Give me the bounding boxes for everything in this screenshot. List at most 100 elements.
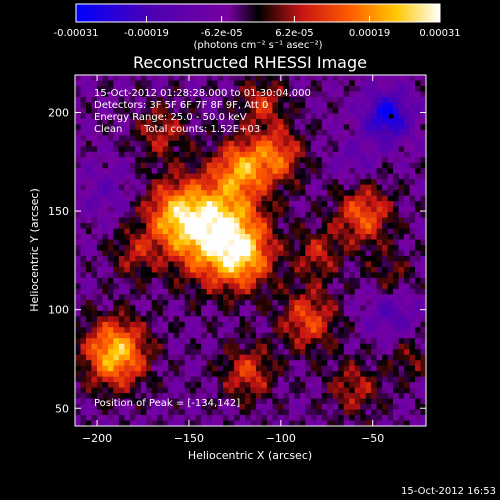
heatmap-cell [371, 349, 378, 356]
heatmap-cell [102, 310, 109, 317]
heatmap-cell [162, 294, 169, 301]
heatmap-cell [250, 420, 257, 427]
heatmap-cell [190, 277, 197, 284]
heatmap-cell [162, 140, 169, 147]
heatmap-cell [113, 343, 120, 350]
heatmap-cell [398, 223, 405, 229]
heatmap-cell [360, 332, 367, 339]
y-tick-label: 50 [55, 402, 69, 415]
heatmap-cell [107, 360, 114, 367]
heatmap-cell [338, 91, 345, 98]
heatmap-cell [113, 135, 120, 142]
heatmap-cell [135, 365, 142, 372]
heatmap-cell [234, 343, 240, 350]
heatmap-cell [250, 354, 257, 361]
heatmap-cell [151, 332, 158, 339]
heatmap-cell [184, 288, 191, 295]
heatmap-cell [371, 228, 378, 235]
heatmap-cell [168, 250, 175, 257]
heatmap-cell [146, 376, 153, 383]
heatmap-cell [250, 80, 257, 87]
heatmap-cell [387, 107, 394, 114]
heatmap-cell [404, 190, 410, 197]
heatmap-cell [349, 321, 356, 328]
heatmap-cell [321, 382, 328, 389]
heatmap-cell [223, 135, 229, 142]
heatmap-cell [299, 294, 306, 301]
heatmap-cell [124, 245, 131, 251]
heatmap-cell [321, 305, 328, 312]
heatmap-cell [288, 261, 295, 268]
heatmap-cell [343, 283, 350, 290]
heatmap-cell [332, 338, 339, 345]
heatmap-cell [371, 151, 378, 158]
heatmap-cell [255, 135, 262, 142]
heatmap-cell [409, 415, 416, 421]
heatmap-cell [173, 393, 180, 399]
heatmap-cell [206, 168, 213, 175]
heatmap-cell [354, 382, 361, 389]
heatmap-cell [179, 288, 186, 295]
heatmap-cell [129, 299, 136, 306]
heatmap-cell [91, 409, 98, 416]
heatmap-cell [338, 140, 345, 147]
heatmap-cell [140, 162, 147, 169]
heatmap-cell [338, 376, 345, 383]
heatmap-cell [266, 382, 273, 389]
heatmap-cell [338, 277, 345, 284]
heatmap-cell [168, 272, 175, 279]
heatmap-cell [409, 393, 416, 399]
heatmap-cell [332, 113, 339, 120]
heatmap-cell [135, 283, 142, 290]
heatmap-cell [360, 382, 367, 389]
heatmap-cell [179, 420, 186, 427]
heatmap-cell [162, 338, 169, 345]
heatmap-cell [75, 376, 81, 383]
heatmap-cell [387, 272, 394, 279]
heatmap-cell [261, 140, 268, 147]
heatmap-cell [349, 173, 356, 180]
heatmap-cell [415, 129, 421, 136]
heatmap-cell [228, 277, 235, 284]
heatmap-cell [382, 113, 389, 120]
heatmap-cell [184, 332, 191, 339]
heatmap-cell [299, 409, 306, 416]
heatmap-cell [266, 135, 273, 142]
heatmap-cell [294, 217, 301, 224]
heatmap-cell [157, 201, 164, 208]
heatmap-cell [272, 102, 279, 109]
heatmap-cell [91, 102, 98, 109]
heatmap-cell [277, 195, 284, 202]
heatmap-cell [195, 96, 202, 103]
heatmap-cell [343, 415, 350, 421]
heatmap-cell [299, 234, 306, 240]
heatmap-cell [305, 387, 312, 394]
heatmap-cell [255, 255, 262, 262]
heatmap-cell [173, 245, 180, 251]
heatmap-cell [91, 195, 98, 202]
heatmap-cell [415, 113, 421, 120]
heatmap-cell [245, 239, 251, 246]
heatmap-cell [239, 217, 246, 224]
heatmap-cell [277, 393, 284, 399]
heatmap-cell [255, 173, 262, 180]
heatmap-cell [217, 272, 224, 279]
heatmap-cell [321, 299, 328, 306]
heatmap-cell [360, 239, 367, 246]
heatmap-cell [102, 316, 109, 323]
heatmap-cell [146, 305, 153, 312]
heatmap-cell [129, 168, 136, 175]
heatmap-cell [179, 168, 186, 175]
heatmap-cell [223, 151, 229, 158]
heatmap-cell [223, 409, 229, 416]
heatmap-cell [206, 371, 213, 378]
heatmap-cell [398, 387, 405, 394]
heatmap-cell [206, 102, 213, 109]
heatmap-cell [376, 316, 383, 323]
heatmap-cell [255, 113, 262, 120]
heatmap-cell [277, 102, 284, 109]
heatmap-cell [349, 179, 356, 186]
heatmap-cell [321, 294, 328, 301]
heatmap-cell [316, 349, 323, 356]
heatmap-cell [343, 321, 350, 328]
